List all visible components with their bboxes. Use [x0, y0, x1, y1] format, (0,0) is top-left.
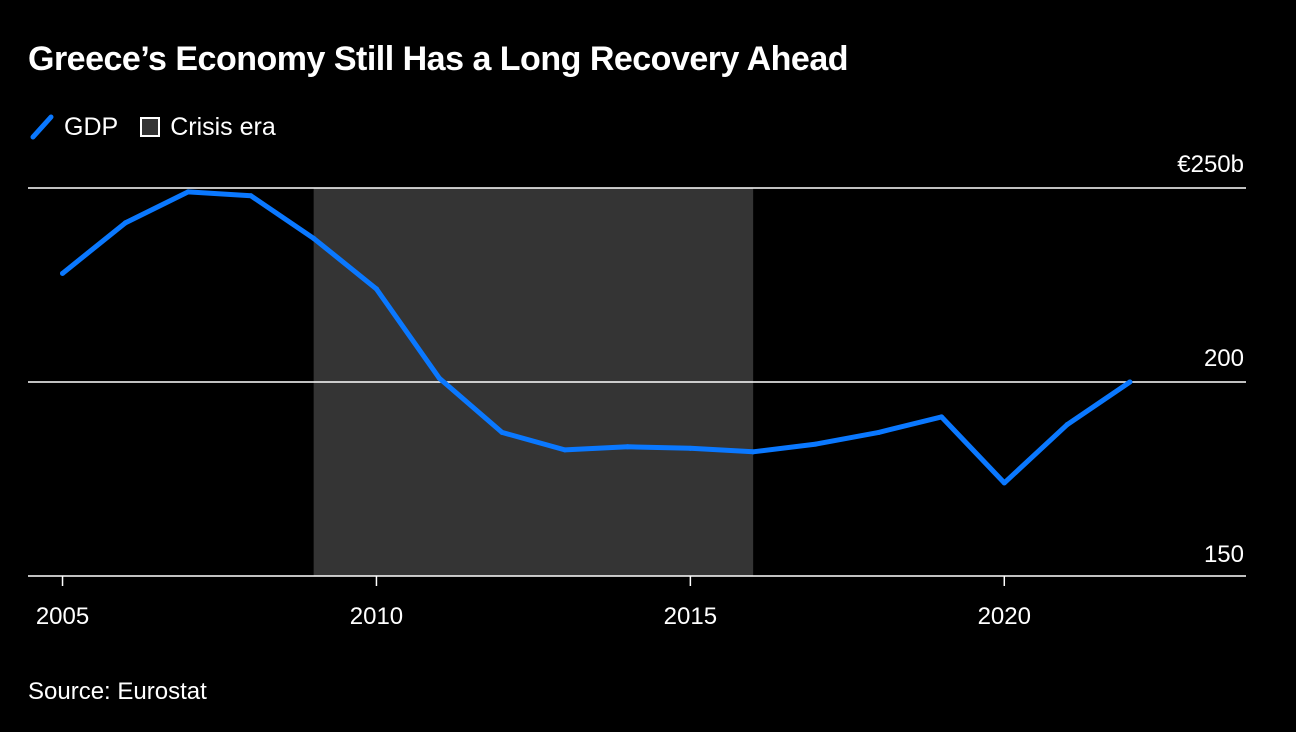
- data-point-2022: [1127, 379, 1133, 385]
- x-tick-label-2005: 2005: [36, 603, 89, 630]
- x-tick-label-2015: 2015: [664, 603, 717, 630]
- data-point-2015: [687, 445, 693, 451]
- data-point-2016: [750, 449, 756, 455]
- legend-label-crisis: Crisis era: [170, 112, 276, 141]
- data-point-2008: [248, 193, 254, 199]
- data-point-2009: [311, 235, 317, 241]
- data-point-2011: [436, 375, 442, 381]
- box-swatch-icon: [140, 117, 161, 137]
- data-point-2020: [1001, 480, 1007, 486]
- line-swatch-icon: [30, 114, 54, 140]
- chart-title: Greece’s Economy Still Has a Long Recove…: [28, 40, 849, 78]
- legend-label-gdp: GDP: [64, 112, 119, 141]
- y-tick-label-250: €250b: [1177, 151, 1244, 178]
- data-point-2021: [1064, 422, 1070, 428]
- x-tick-label-2010: 2010: [350, 603, 403, 630]
- data-point-2014: [625, 444, 631, 450]
- y-tick-label-200: 200: [1204, 345, 1244, 372]
- y-tick-label-150: 150: [1204, 541, 1244, 568]
- data-point-2006: [122, 220, 128, 226]
- source-note: Source: Eurostat: [28, 678, 207, 705]
- legend-item-crisis: Crisis era: [140, 113, 276, 142]
- data-point-2019: [939, 414, 944, 420]
- legend-item-gdp: GDP: [30, 113, 118, 142]
- data-point-2018: [876, 429, 882, 435]
- data-point-2010: [373, 286, 379, 292]
- x-tick-label-2020: 2020: [978, 603, 1031, 630]
- legend: GDP Crisis era: [30, 112, 298, 142]
- data-point-2012: [499, 429, 505, 435]
- data-point-2007: [185, 189, 191, 195]
- data-point-2013: [562, 447, 568, 453]
- series-line-gdp: [60, 189, 1133, 486]
- data-point-2017: [813, 441, 819, 447]
- data-point-2005: [60, 270, 66, 276]
